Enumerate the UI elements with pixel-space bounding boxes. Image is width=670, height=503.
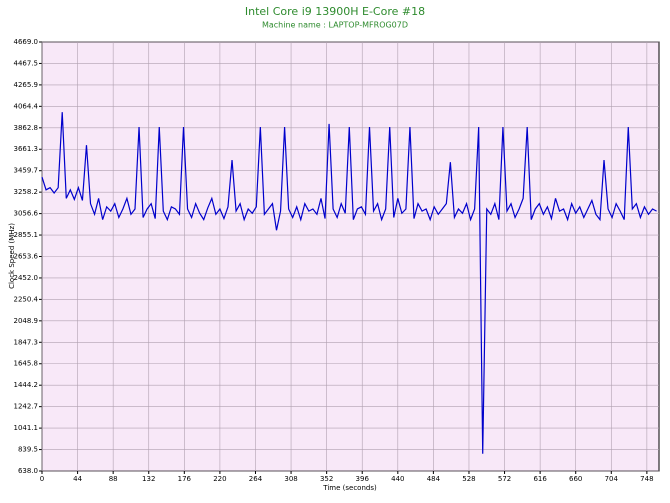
y-tick-label: 4265.9 (14, 81, 39, 89)
y-tick-label: 3258.2 (14, 188, 39, 196)
y-tick-label: 1242.7 (14, 403, 39, 411)
y-tick-label: 3862.8 (14, 124, 39, 132)
y-tick-label: 3056.6 (14, 210, 39, 218)
x-axis-label: Time (seconds) (322, 484, 377, 492)
x-tick-label: 132 (142, 475, 155, 483)
x-tick-label: 396 (356, 475, 370, 483)
x-tick-label: 748 (640, 475, 653, 483)
x-tick-label: 88 (109, 475, 118, 483)
y-tick-label: 1847.3 (14, 338, 39, 346)
y-tick-label: 1444.2 (14, 381, 39, 389)
y-tick-label: 4669.0 (14, 38, 39, 46)
y-axis-label: Clock Speed (MHz) (8, 223, 16, 289)
x-tick-label: 352 (320, 475, 333, 483)
x-tick-label: 176 (178, 475, 192, 483)
x-tick-label: 308 (284, 475, 297, 483)
x-tick-label: 264 (249, 475, 263, 483)
chart-subtitle: Machine name : LAPTOP-MFROG07D (262, 21, 408, 30)
y-tick-label: 2855.1 (14, 231, 39, 239)
y-tick-label: 1041.1 (14, 424, 39, 432)
x-tick-label: 0 (40, 475, 44, 483)
y-tick-label: 2452.0 (14, 274, 39, 282)
x-tick-label: 484 (427, 475, 441, 483)
y-tick-label: 638.0 (18, 467, 38, 475)
y-tick-label: 3459.7 (14, 167, 39, 175)
x-tick-label: 44 (73, 475, 82, 483)
y-tick-label: 2653.6 (14, 252, 39, 260)
x-tick-label: 660 (569, 475, 582, 483)
chart-title: Intel Core i9 13900H E-Core #18 (245, 5, 425, 18)
y-tick-label: 4064.4 (14, 102, 39, 110)
x-tick-label: 704 (605, 475, 619, 483)
x-tick-label: 616 (533, 475, 547, 483)
x-tick-label: 220 (213, 475, 226, 483)
x-tick-label: 528 (462, 475, 475, 483)
y-tick-label: 3661.3 (14, 145, 39, 153)
x-tick-label: 572 (498, 475, 511, 483)
x-tick-label: 440 (391, 475, 404, 483)
y-tick-label: 4467.5 (14, 59, 39, 67)
y-tick-label: 2250.4 (14, 295, 39, 303)
y-tick-label: 2048.9 (14, 317, 39, 325)
data-line (41, 112, 657, 454)
y-tick-label: 839.5 (18, 446, 38, 454)
y-tick-label: 1645.8 (14, 360, 39, 368)
